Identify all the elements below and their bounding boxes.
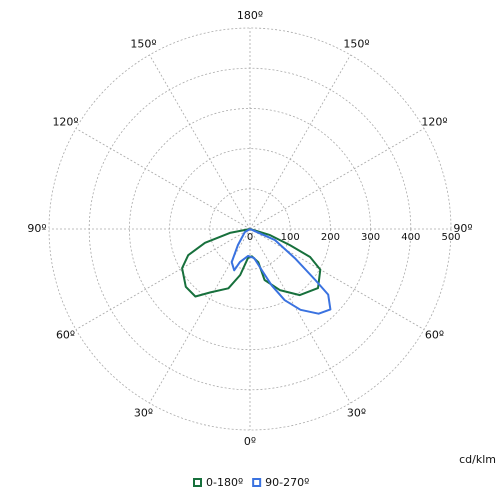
grid-spoke — [75, 128, 251, 230]
r-tick-label: 500 — [441, 232, 460, 243]
angle-label: 120º — [52, 116, 78, 129]
angle-label: 150º — [343, 38, 369, 51]
grid-spoke — [149, 54, 251, 230]
angle-label: 90º — [453, 222, 472, 235]
angle-label: 120º — [421, 116, 447, 129]
grid-spoke — [249, 54, 351, 230]
legend-label: 90-270º — [265, 476, 309, 489]
angle-label: 0º — [244, 435, 256, 448]
r-tick-label: 400 — [401, 232, 420, 243]
angle-label: 30º — [134, 406, 153, 419]
angle-label: 60º — [425, 329, 444, 342]
grid-spoke — [75, 228, 251, 330]
r-tick-label: 200 — [321, 232, 340, 243]
r-tick-label: 100 — [281, 232, 300, 243]
grid-spoke — [249, 228, 425, 330]
legend-label: 0-180º — [206, 476, 243, 489]
legend-swatch — [193, 478, 202, 487]
r-tick-label: 0 — [247, 232, 253, 243]
angle-label: 60º — [56, 329, 75, 342]
r-tick-label: 300 — [361, 232, 380, 243]
angle-label: 90º — [27, 222, 46, 235]
angle-label: 30º — [347, 406, 366, 419]
series-line — [230, 228, 332, 315]
grid-spoke — [249, 128, 425, 230]
legend-swatch — [252, 478, 262, 487]
unit-label: cd/klm — [459, 453, 496, 466]
angle-label: 150º — [130, 38, 156, 51]
grid-spoke — [249, 228, 351, 404]
angle-label: 180º — [237, 9, 263, 22]
